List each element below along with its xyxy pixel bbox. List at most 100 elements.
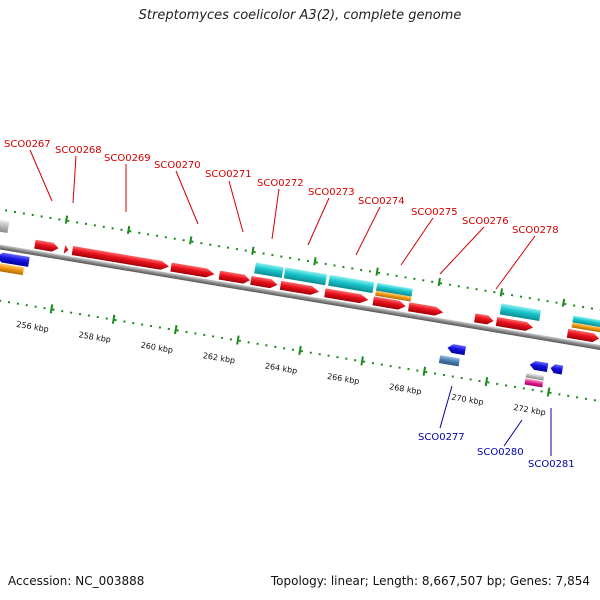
feature-box[interactable] (254, 262, 284, 278)
major-tick (251, 246, 255, 255)
minor-tick (575, 396, 579, 399)
gene-label[interactable]: SCO0269 (104, 153, 151, 164)
gene-label[interactable]: SCO0276 (462, 216, 509, 227)
minor-tick (297, 258, 301, 261)
feature-box[interactable] (375, 290, 412, 302)
kbp-label: 272 kbp (513, 403, 547, 417)
gene-arrow[interactable] (474, 313, 494, 325)
minor-tick (84, 222, 88, 226)
feature-box[interactable] (0, 219, 10, 234)
leader-line (228, 180, 244, 233)
gene-label[interactable]: SCO0278 (512, 225, 559, 236)
minor-tick (262, 252, 265, 255)
gene-label[interactable]: SCO0267 (4, 139, 51, 150)
minor-tick (229, 338, 233, 341)
minor-tick (149, 324, 153, 328)
gene-label[interactable]: SCO0277 (418, 432, 465, 443)
top-gene-labels: SCO0267 SCO0268 SCO0269 SCO0270 SCO0271 … (4, 139, 559, 290)
minor-tick (200, 242, 203, 245)
minor-tick (422, 279, 425, 282)
gene-label[interactable]: SCO0273 (308, 187, 355, 198)
minor-tick (300, 350, 304, 353)
gene-arrow[interactable] (495, 317, 534, 332)
minor-tick (368, 270, 372, 273)
major-tick (499, 288, 504, 297)
kbp-label: 256 kbp (16, 320, 50, 334)
genome-backbone (0, 242, 600, 352)
minor-tick (457, 285, 460, 288)
gene-label[interactable]: SCO0272 (257, 178, 304, 189)
forward-strand-features (0, 219, 600, 333)
minor-tick (528, 296, 531, 300)
minor-tick (191, 240, 194, 243)
minor-tick (289, 256, 292, 260)
gene-arrow[interactable] (34, 239, 59, 253)
leader-line (72, 155, 77, 204)
feature-box[interactable] (0, 262, 24, 276)
gene-arrow[interactable] (279, 280, 320, 296)
feature-box[interactable] (438, 355, 460, 367)
gene-arrow[interactable] (529, 360, 549, 372)
gene-arrow[interactable] (447, 343, 467, 356)
minor-tick (265, 344, 268, 347)
minor-tick (87, 314, 91, 317)
minor-tick (280, 255, 283, 258)
minor-tick (590, 307, 594, 310)
minor-tick (123, 320, 126, 323)
minor-tick (573, 304, 576, 307)
gene-arrow[interactable] (0, 252, 30, 267)
gene-arrow[interactable] (372, 296, 406, 310)
gene-arrow[interactable] (63, 244, 69, 255)
minor-tick (513, 385, 517, 389)
minor-tick (478, 379, 481, 383)
minor-tick (93, 224, 97, 227)
gene-label[interactable]: SCO0281 (528, 459, 575, 470)
minor-tick (271, 253, 274, 257)
minor-tick (274, 345, 277, 348)
minor-tick (141, 323, 144, 326)
feature-box[interactable] (571, 322, 600, 333)
feature-box[interactable] (525, 372, 545, 381)
minor-tick (522, 387, 525, 390)
minor-tick (549, 391, 552, 395)
gene-arrow[interactable] (566, 328, 600, 343)
gene-arrow[interactable] (218, 270, 251, 285)
genome-track: 256 kbp 258 kbp 260 kbp 262 kbp 264 kbp … (0, 209, 600, 417)
gene-arrow[interactable] (324, 288, 369, 304)
minor-tick (433, 372, 437, 375)
gene-label[interactable]: SCO0275 (411, 207, 458, 218)
gene-arrow[interactable] (407, 302, 444, 317)
bottom-gene-labels: SCO0277 SCO0280 SCO0281 (418, 385, 575, 470)
feature-box[interactable] (572, 315, 600, 328)
minor-tick (558, 393, 561, 396)
gene-arrow[interactable] (170, 262, 215, 279)
map-title: Streptomyces coelicolor A3(2), complete … (138, 8, 462, 23)
minor-tick (203, 333, 206, 337)
gene-label[interactable]: SCO0271 (205, 169, 252, 180)
gene-arrow[interactable] (550, 364, 564, 375)
minor-tick (309, 351, 312, 354)
minor-tick (448, 283, 452, 286)
feature-box[interactable] (499, 303, 541, 322)
kbp-label: 264 kbp (264, 361, 298, 375)
minor-tick (540, 390, 543, 393)
feature-box[interactable] (524, 378, 544, 388)
feature-box[interactable] (283, 267, 327, 286)
gene-label[interactable]: SCO0274 (358, 196, 405, 207)
gene-label[interactable]: SCO0270 (154, 160, 201, 171)
gene-arrow[interactable] (250, 275, 278, 289)
gene-label[interactable]: SCO0268 (55, 145, 102, 156)
leader-line (400, 217, 434, 266)
minor-tick (502, 292, 505, 295)
gene-arrow[interactable] (71, 246, 170, 271)
minor-tick (132, 321, 135, 325)
feature-box[interactable] (375, 282, 413, 297)
minor-tick (4, 209, 8, 212)
gene-label[interactable]: SCO0280 (477, 447, 524, 458)
major-tick (298, 345, 302, 356)
leader-line (439, 385, 453, 429)
feature-box[interactable] (328, 274, 375, 294)
minor-tick (354, 359, 357, 362)
major-tick (561, 298, 566, 307)
